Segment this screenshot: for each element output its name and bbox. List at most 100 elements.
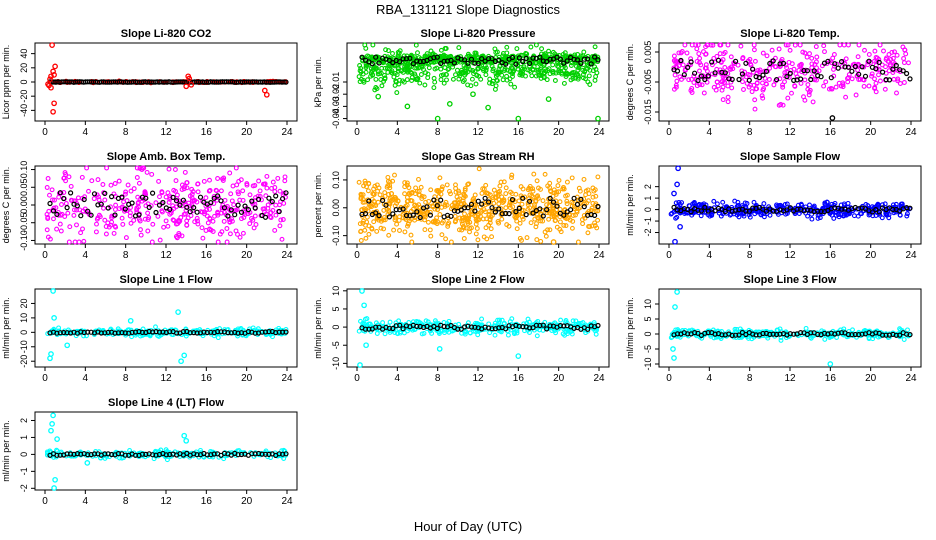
data-point bbox=[435, 219, 441, 225]
data-point bbox=[377, 71, 383, 77]
outlier-point bbox=[183, 83, 190, 90]
data-point bbox=[557, 219, 563, 225]
data-point bbox=[813, 44, 819, 50]
y-tick-label: 40 bbox=[19, 49, 29, 59]
x-tick-label: 20 bbox=[553, 127, 565, 138]
hourly-slope-point bbox=[712, 70, 718, 76]
data-point bbox=[823, 79, 829, 85]
hourly-slope-point bbox=[767, 60, 773, 67]
hourly-slope-point bbox=[475, 60, 481, 67]
panel-title: Slope Line 2 Flow bbox=[432, 274, 525, 286]
data-point bbox=[882, 86, 888, 92]
hourly-slope-point bbox=[465, 60, 471, 66]
hourly-slope-point bbox=[81, 196, 87, 203]
data-point bbox=[425, 219, 431, 225]
data-point bbox=[581, 176, 587, 182]
x-tick-label: 4 bbox=[83, 250, 89, 261]
data-point bbox=[846, 72, 852, 78]
data-point bbox=[386, 192, 392, 197]
x-tick-label: 0 bbox=[666, 127, 672, 138]
data-point bbox=[752, 106, 758, 112]
data-point bbox=[749, 89, 755, 95]
hourly-slope-point bbox=[859, 64, 865, 70]
data-point bbox=[582, 69, 588, 75]
x-tick-label: 24 bbox=[905, 373, 917, 384]
data-point bbox=[552, 78, 558, 83]
data-point bbox=[869, 71, 875, 77]
data-point bbox=[556, 177, 562, 183]
hourly-slope-point bbox=[678, 57, 684, 64]
y-tick-label: -10 bbox=[643, 357, 653, 370]
data-point bbox=[717, 42, 723, 48]
data-point bbox=[402, 64, 408, 70]
data-point bbox=[517, 235, 523, 241]
data-point bbox=[44, 227, 50, 233]
data-point bbox=[363, 235, 369, 241]
x-tick-label: 12 bbox=[472, 127, 484, 138]
data-point bbox=[725, 99, 731, 105]
data-point bbox=[689, 76, 694, 82]
hourly-slope-point bbox=[468, 56, 475, 62]
hourly-slope-point bbox=[509, 54, 516, 61]
data-point bbox=[372, 87, 378, 93]
data-point bbox=[394, 221, 400, 227]
data-point bbox=[240, 188, 246, 194]
data-point bbox=[735, 62, 741, 68]
x-tick-label: 8 bbox=[747, 127, 753, 138]
data-point bbox=[459, 227, 465, 233]
x-tick-label: 12 bbox=[160, 127, 172, 138]
data-point bbox=[229, 218, 235, 224]
data-point bbox=[233, 165, 239, 171]
hourly-slope-point bbox=[736, 76, 742, 83]
x-tick-label: 4 bbox=[395, 373, 401, 384]
hourly-slope-point bbox=[434, 54, 440, 60]
data-point bbox=[439, 184, 445, 190]
data-point bbox=[418, 184, 424, 190]
data-point bbox=[183, 211, 188, 217]
data-point bbox=[546, 48, 552, 54]
x-tick-label: 20 bbox=[241, 127, 253, 138]
outlier-point bbox=[51, 72, 57, 78]
data-point bbox=[192, 219, 198, 225]
data-point bbox=[224, 226, 230, 231]
hourly-slope-point bbox=[544, 58, 550, 65]
x-tick-label: 0 bbox=[354, 250, 360, 261]
data-point bbox=[374, 228, 380, 234]
data-point bbox=[204, 207, 210, 213]
data-point bbox=[438, 191, 444, 197]
y-tick-label: 2 bbox=[643, 184, 653, 189]
data-point bbox=[210, 229, 216, 234]
x-tick-label: 4 bbox=[395, 250, 401, 261]
hourly-slope-point bbox=[818, 74, 824, 80]
x-tick-label: 8 bbox=[123, 127, 129, 138]
data-point bbox=[679, 49, 685, 54]
x-tick-label: 12 bbox=[160, 250, 172, 261]
hourly-slope-point bbox=[462, 57, 468, 63]
data-point bbox=[416, 176, 421, 182]
hourly-slope-point bbox=[862, 73, 869, 79]
data-point bbox=[519, 201, 525, 207]
data-point bbox=[235, 189, 241, 195]
y-axis-label: ml/min per min. bbox=[1, 420, 11, 482]
data-point bbox=[170, 217, 176, 223]
y-tick-label: -5 bbox=[643, 345, 653, 353]
hourly-slope-point bbox=[760, 72, 766, 78]
x-tick-label: 20 bbox=[241, 496, 253, 507]
data-point bbox=[473, 81, 479, 87]
y-tick-label: -0.015 bbox=[643, 99, 653, 125]
data-point bbox=[145, 228, 151, 234]
data-point bbox=[556, 64, 562, 70]
data-point bbox=[467, 226, 473, 231]
data-point bbox=[138, 227, 143, 233]
y-axis-label: ml/min per min. bbox=[313, 297, 323, 359]
hourly-slope-point bbox=[262, 214, 269, 220]
outlier-point bbox=[375, 93, 382, 100]
hourly-slope-point bbox=[451, 60, 457, 66]
hourly-slope-point bbox=[900, 68, 906, 74]
x-tick-label: 4 bbox=[83, 127, 89, 138]
x-tick-label: 8 bbox=[435, 127, 441, 138]
data-point bbox=[897, 81, 903, 86]
data-point bbox=[725, 71, 731, 77]
hourly-slope-point bbox=[787, 70, 793, 76]
outlier-point bbox=[50, 108, 56, 115]
